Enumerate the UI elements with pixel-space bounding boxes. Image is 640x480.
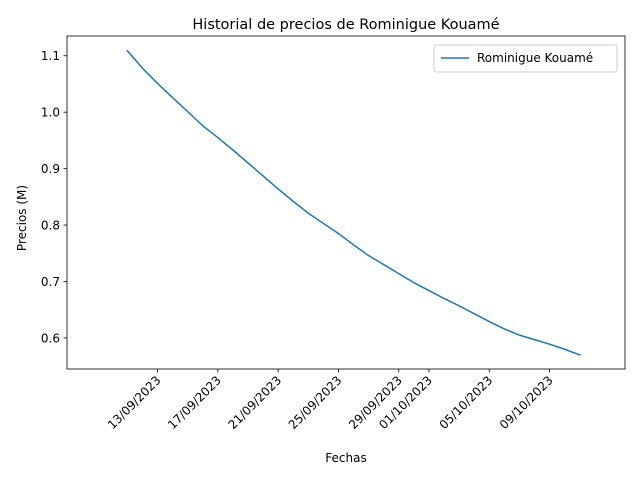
- legend: Rominigue Kouamé: [433, 44, 618, 73]
- legend-entry-label: Rominigue Kouamé: [477, 51, 593, 65]
- series-line-0: [126, 49, 581, 356]
- chart-title: Historial de precios de Rominigue Kouamé: [192, 17, 499, 33]
- y-axis-label: Precios (M): [15, 185, 29, 251]
- plot-area: 0.6 0.7 0.8 0.9 1.0 1.1 13/09/2023 17/09/2023 21…: [41, 35, 626, 432]
- y-tick-label: 0.6: [41, 331, 60, 345]
- x-tick-label: 25/09/2023: [286, 373, 345, 432]
- y-tick-label: 0.7: [41, 275, 60, 289]
- y-tick-label: 0.9: [41, 162, 60, 176]
- x-tick-label: 13/09/2023: [105, 373, 164, 432]
- y-tick-label: 0.8: [41, 218, 60, 232]
- x-tick-label: 17/09/2023: [165, 373, 224, 432]
- x-tick-label: 09/10/2023: [497, 373, 556, 432]
- y-tick-label: 1.0: [41, 105, 60, 119]
- x-tick-label: 05/10/2023: [437, 373, 496, 432]
- x-tick-label: 21/09/2023: [225, 373, 284, 432]
- legend-box: [433, 44, 618, 73]
- x-axis-label: Fechas: [325, 451, 366, 465]
- y-tick-label: 1.1: [41, 49, 60, 63]
- axes-frame: [66, 35, 626, 370]
